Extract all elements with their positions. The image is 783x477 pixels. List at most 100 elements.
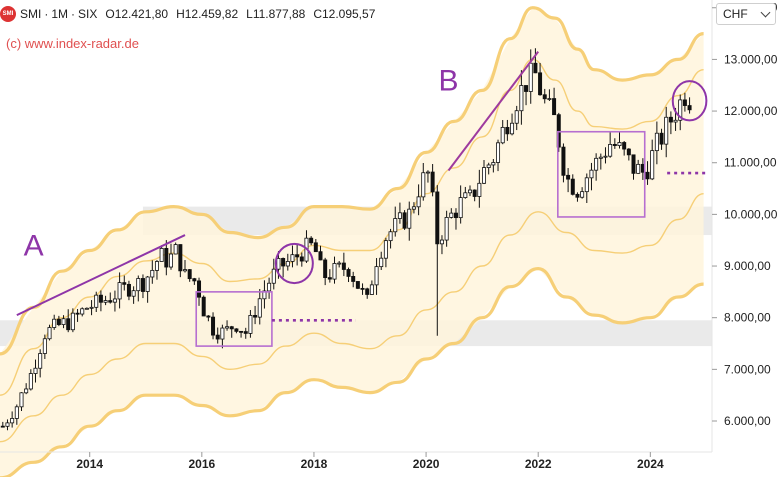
candle-body <box>70 312 75 331</box>
candle-body <box>425 171 430 174</box>
candle-body <box>28 373 33 390</box>
inner-upper-band <box>0 58 704 396</box>
candle-body <box>89 306 94 309</box>
candle-body <box>173 244 178 255</box>
candle-body <box>645 171 650 180</box>
price-tick-label: 8.000,00 <box>724 311 771 325</box>
breakout-circle-2017 <box>274 242 314 285</box>
candle-body <box>262 290 267 300</box>
candle-body <box>673 119 678 123</box>
candle-body <box>94 294 99 308</box>
trendline-b <box>447 51 540 172</box>
breakout-circle-2024 <box>671 80 708 122</box>
time-tick-label: 2014 <box>76 457 103 471</box>
symbol-name: SMI <box>20 7 42 21</box>
candle-body <box>444 217 449 241</box>
candle-body <box>295 254 300 258</box>
candle-body <box>337 262 342 265</box>
price-tick-label: 10.000,00 <box>724 207 778 221</box>
time-tick-label: 2022 <box>525 457 552 471</box>
high-value: H12.459,82 <box>176 7 239 21</box>
candle-body <box>234 328 239 332</box>
candle-body <box>351 276 356 282</box>
candle-body <box>84 307 89 310</box>
candle-body <box>519 85 524 112</box>
candle-body <box>243 331 248 334</box>
candle-body <box>281 258 286 267</box>
candle-body <box>421 172 426 198</box>
candle-body <box>538 72 543 96</box>
candle-body <box>612 143 617 146</box>
candle-body <box>38 353 43 369</box>
candles-layer <box>0 48 692 431</box>
candle-body <box>659 132 664 145</box>
candle-body <box>668 116 673 123</box>
candle-body <box>122 282 127 285</box>
price-tick-label: 7.000,00 <box>724 362 771 376</box>
candle-body <box>397 212 402 219</box>
inner-lower-band <box>0 193 704 443</box>
separator: · <box>44 7 49 21</box>
candle-body <box>467 189 472 194</box>
candle-body <box>19 392 24 408</box>
candle-body <box>229 326 234 330</box>
candle-body <box>631 154 636 174</box>
candle-body <box>112 298 117 303</box>
candle-body <box>117 282 122 300</box>
candle-body <box>309 237 314 244</box>
candle-body <box>248 315 253 334</box>
candle-body <box>33 367 38 374</box>
candle-body <box>458 197 463 219</box>
candle-body <box>299 256 304 262</box>
candle-body <box>239 330 244 333</box>
candle-body <box>449 212 454 218</box>
candle-body <box>393 218 398 233</box>
candle-body <box>80 308 85 315</box>
candle-body <box>42 338 47 354</box>
candle-body <box>472 189 477 197</box>
candle-body <box>561 146 566 176</box>
candle-body <box>24 388 29 394</box>
currency-selector[interactable]: CHF <box>716 3 776 25</box>
candle-body <box>220 327 225 340</box>
envelope-fill <box>0 7 704 477</box>
candle-body <box>159 247 164 262</box>
candle-body <box>66 318 71 331</box>
candle-body <box>594 157 599 171</box>
candle-body <box>332 263 337 280</box>
candle-body <box>318 251 323 261</box>
candle-body <box>197 280 202 298</box>
candle-body <box>253 315 258 318</box>
candle-body <box>52 318 57 328</box>
candle-body <box>215 334 220 340</box>
candle-body <box>131 290 136 297</box>
overlay-layer: AB <box>16 51 708 347</box>
label-a: A <box>24 230 44 263</box>
candle-body <box>510 122 515 135</box>
candle-body <box>327 277 332 280</box>
source-watermark: (c) www.index-radar.de <box>6 36 139 51</box>
candle-body <box>435 191 440 245</box>
time-tick-label: 2020 <box>413 457 440 471</box>
interval: 1M <box>51 7 69 21</box>
envelope-layer <box>0 6 704 477</box>
trendline-a <box>16 234 186 317</box>
chart-header: SMI SMI · 1M · SIX O12.421,80 H12.459,82… <box>0 4 375 24</box>
candle-body <box>556 114 561 148</box>
exchange: SIX <box>78 7 98 21</box>
candle-body <box>178 244 183 272</box>
candle-body <box>285 261 290 267</box>
candle-body <box>570 178 575 195</box>
candle-body <box>355 281 360 289</box>
candle-body <box>313 242 318 253</box>
candle-body <box>323 259 328 279</box>
candle-body <box>575 193 580 198</box>
candle-body <box>61 318 66 325</box>
candle-body <box>416 196 421 208</box>
candle-body <box>626 148 631 156</box>
outer-upper-band <box>0 6 704 356</box>
candle-body <box>201 296 206 317</box>
candle-body <box>430 171 435 193</box>
candle-body <box>598 156 603 159</box>
candle-body <box>225 326 230 329</box>
